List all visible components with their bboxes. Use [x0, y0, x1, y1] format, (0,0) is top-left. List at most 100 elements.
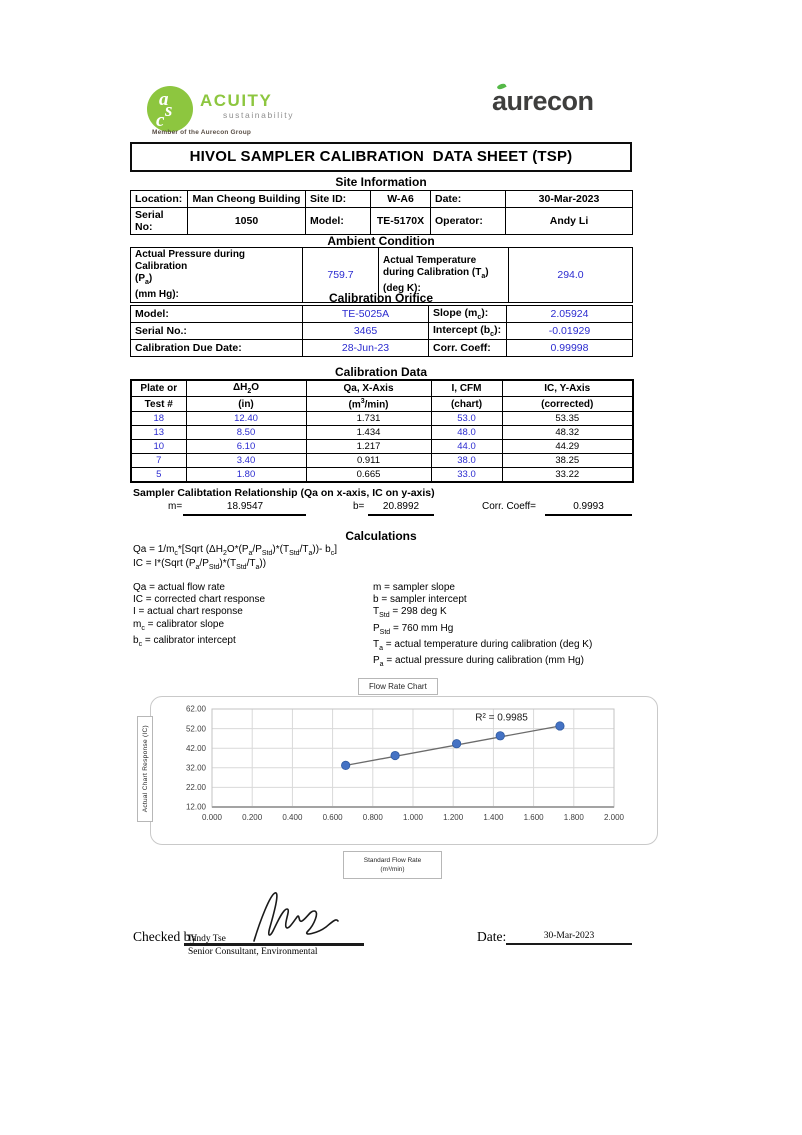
- m-value: 18.9547: [226, 501, 264, 512]
- sheet-title: HIVOL SAMPLER CALIBRATION DATA SHEET (TS…: [130, 142, 632, 172]
- svg-text:2.000: 2.000: [604, 813, 625, 822]
- field-label: Corr. Coeff:: [428, 339, 507, 357]
- cell-dh2o: 12.40: [185, 411, 307, 427]
- svg-text:52.00: 52.00: [186, 724, 207, 733]
- chart-y-axis-label: Actual Chart Response (IC): [137, 716, 153, 822]
- field-label: Date:: [430, 190, 506, 208]
- ambient-condition-table: Actual Pressure during Calibration (Pa) (m…: [130, 247, 633, 303]
- field-value: 3465: [302, 322, 429, 341]
- cell-qa: 1.217: [305, 439, 432, 455]
- field-label: Actual Temperature during Calibration (T…: [378, 247, 509, 303]
- field-label: Model:: [305, 207, 371, 235]
- field-label: Location:: [130, 190, 188, 208]
- section-heading-calibration-orifice: Calibration Orifice: [328, 291, 434, 305]
- corr-coeff-label: Corr. Coeff=: [482, 501, 537, 512]
- chart-title: Flow Rate Chart: [358, 678, 438, 695]
- svg-text:0.600: 0.600: [323, 813, 344, 822]
- m-label: m=: [168, 501, 183, 512]
- table-row: 5 1.80 0.665 33.0 33.22: [130, 467, 634, 483]
- svg-text:1.000: 1.000: [403, 813, 424, 822]
- svg-text:32.00: 32.00: [186, 764, 207, 773]
- field-value: 0.99998: [506, 339, 633, 357]
- field-value: 294.0: [508, 247, 633, 303]
- field-value: 30-Mar-2023: [505, 190, 633, 208]
- field-value: 1050: [187, 207, 306, 235]
- checked-by-title: Senior Consultant, Environmental: [188, 947, 318, 957]
- svg-text:0.400: 0.400: [282, 813, 303, 822]
- column-header: I, CFM: [430, 379, 503, 397]
- cell-ic: 33.22: [501, 467, 634, 483]
- svg-text:62.00: 62.00: [186, 705, 207, 714]
- b-label: b=: [353, 501, 365, 512]
- svg-text:0.200: 0.200: [242, 813, 263, 822]
- cell-ic: 53.35: [501, 411, 634, 427]
- cell-dh2o: 6.10: [185, 439, 307, 455]
- field-label: Model:: [130, 304, 303, 324]
- cell-i-cfm: 44.0: [430, 439, 503, 455]
- signature-icon: [253, 892, 339, 942]
- cell-dh2o: 1.80: [185, 467, 307, 483]
- calibration-orifice-table: Model: TE-5025A Slope (mc): 2.05924 Seri…: [130, 304, 633, 357]
- field-value: TE-5170X: [370, 207, 431, 235]
- cell-i-cfm: 48.0: [430, 425, 503, 441]
- date-line: [506, 943, 632, 945]
- definition: PStd = 760 mm Hg: [373, 622, 454, 636]
- acuity-wordmark: ACUITY: [200, 91, 273, 110]
- acuity-tagline: Member of the Aurecon Group: [152, 129, 252, 136]
- cell-i-cfm: 38.0: [430, 453, 503, 469]
- definition: IC = corrected chart response: [133, 594, 266, 606]
- svg-text:22.00: 22.00: [186, 783, 207, 792]
- corr-coeff-value: 0.9993: [573, 501, 604, 512]
- column-header: (chart): [430, 395, 503, 413]
- cell-i-cfm: 53.0: [430, 411, 503, 427]
- formula-ic: IC = I*(Sqrt (Pa/PStd)*(TStd/Ta)): [133, 558, 267, 571]
- field-value: Andy Li: [505, 207, 633, 235]
- column-header: Plate or: [130, 379, 187, 397]
- section-heading-calculations: Calculations: [345, 529, 417, 543]
- field-value: Man Cheong Building: [187, 190, 306, 208]
- definitions-right: m = sampler slope b = sampler intercept …: [373, 582, 592, 671]
- definition: Ta = actual temperature during calibrati…: [373, 638, 593, 652]
- table-row: 13 8.50 1.434 48.0 48.32: [130, 425, 634, 441]
- definition: TStd = 298 deg K: [373, 606, 447, 620]
- definition: Qa = actual flow rate: [133, 582, 225, 593]
- column-header: ΔH2O: [185, 379, 307, 397]
- field-label: Operator:: [430, 207, 506, 235]
- cell-test-number: 5: [130, 467, 187, 483]
- checked-by-label: Checked by: [133, 929, 198, 944]
- column-header: (corrected): [501, 395, 634, 413]
- aurecon-logo: aurecon: [492, 82, 594, 116]
- svg-text:1.200: 1.200: [443, 813, 464, 822]
- cell-qa: 0.911: [305, 453, 432, 469]
- field-label: Slope (mc):: [428, 304, 507, 324]
- cell-ic: 48.32: [501, 425, 634, 441]
- b-value: 20.8992: [382, 501, 420, 512]
- underline: [368, 514, 434, 516]
- field-label: Actual Pressure during Calibration (Pa) (m…: [130, 247, 303, 303]
- flow-rate-chart-svg: 0.000 0.200 0.400 0.600 0.800 1.000 1.200 1.400…: [186, 705, 625, 822]
- formula-qa: Qa = 1/mc*[Sqrt (ΔH2O*(Pa/PStd)*(TStd/Ta…: [133, 544, 337, 557]
- column-header: (m3/min): [305, 395, 432, 413]
- acuity-monogram-icon: a s c: [147, 86, 193, 132]
- chart-x-axis-label: Standard Flow Rate (m³/min): [343, 851, 442, 879]
- cell-dh2o: 3.40: [185, 453, 307, 469]
- definitions-left: Qa = actual flow rate IC = corrected cha…: [133, 582, 265, 651]
- svg-text:R² = 0.9985: R² = 0.9985: [475, 712, 528, 723]
- field-label: Serial No:: [130, 207, 188, 235]
- svg-text:0.800: 0.800: [363, 813, 384, 822]
- underline: [545, 514, 632, 516]
- section-heading-calibration-data: Calibration Data: [334, 365, 427, 379]
- definition: Pa = actual pressure during calibration …: [373, 655, 584, 669]
- cell-i-cfm: 33.0: [430, 467, 503, 483]
- aurecon-wordmark: aurecon: [492, 86, 594, 116]
- svg-text:12.00: 12.00: [186, 803, 207, 812]
- cell-qa: 1.731: [305, 411, 432, 427]
- cell-ic: 44.29: [501, 439, 634, 455]
- cell-dh2o: 8.50: [185, 425, 307, 441]
- site-information-table: Location: Man Cheong Building Site ID: W…: [130, 190, 633, 235]
- field-value: 28-Jun-23: [302, 339, 429, 357]
- definition: I = actual chart response: [133, 606, 243, 618]
- cell-test-number: 18: [130, 411, 187, 427]
- column-header: (in): [185, 395, 307, 413]
